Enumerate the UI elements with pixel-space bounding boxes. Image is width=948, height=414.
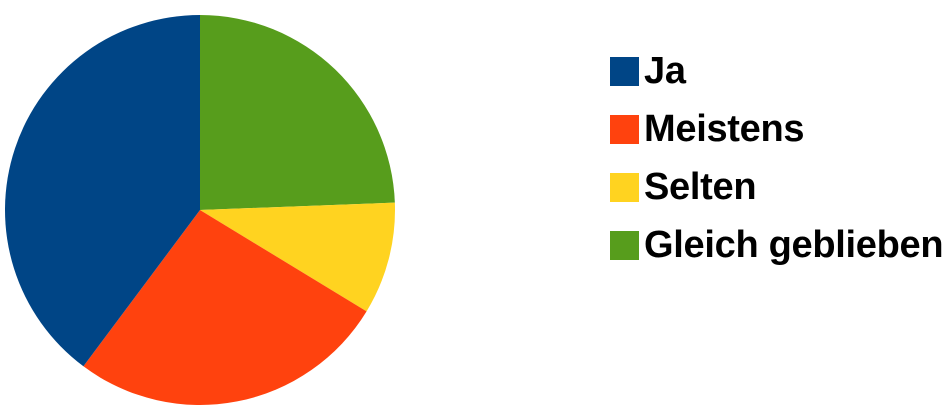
legend-swatch-gleich-geblieben: [610, 230, 639, 260]
legend-label-meistens: Meistens: [644, 108, 805, 150]
pie-slice-ja: [4, 14, 201, 367]
pie-plot-area: [4, 14, 395, 405]
legend-swatch-selten: [610, 172, 639, 202]
pie-slice-selten: [200, 202, 395, 312]
chart-legend: Ja Meistens Selten Gleich geblieben: [610, 42, 945, 274]
legend-item-selten: Selten: [610, 158, 945, 216]
pie-slices-group: [4, 14, 395, 405]
pie-slice-gleich-geblieben: [200, 15, 395, 210]
legend-label-gleich-geblieben: Gleich geblieben: [644, 224, 944, 266]
legend-item-meistens: Meistens: [610, 100, 945, 158]
legend-item-gleich-geblieben: Gleich geblieben: [610, 216, 945, 274]
legend-label-selten: Selten: [644, 166, 757, 208]
pie-slice-meistens: [83, 210, 367, 405]
legend-swatch-meistens: [610, 114, 639, 144]
legend-label-ja: Ja: [644, 50, 686, 92]
legend-item-ja: Ja: [610, 42, 945, 100]
legend-swatch-ja: [610, 56, 639, 86]
